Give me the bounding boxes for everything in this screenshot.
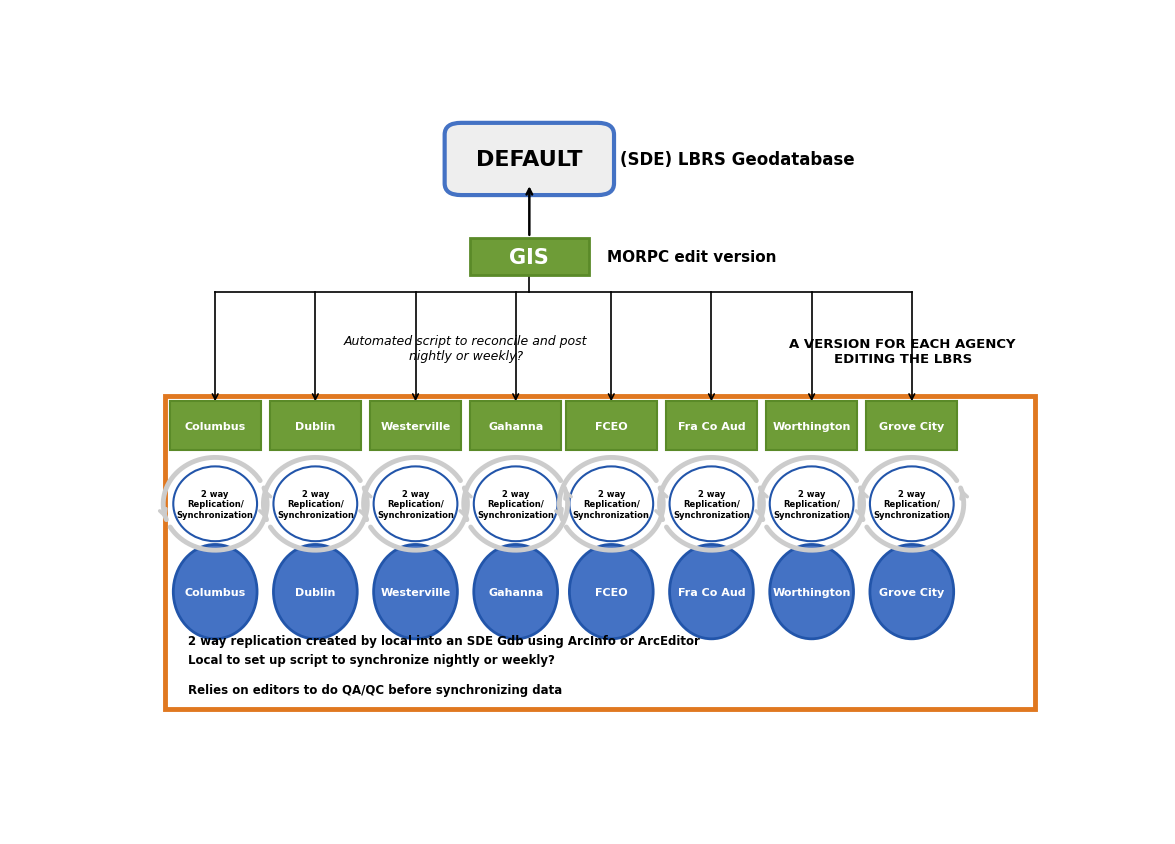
Ellipse shape <box>570 545 653 639</box>
FancyBboxPatch shape <box>444 124 615 196</box>
Text: Columbus: Columbus <box>184 587 246 597</box>
Text: Relies on editors to do QA/QC before synchronizing data: Relies on editors to do QA/QC before syn… <box>188 683 562 696</box>
Text: 2 way
Replication/
Synchronization: 2 way Replication/ Synchronization <box>477 490 555 519</box>
Text: Columbus: Columbus <box>184 421 246 431</box>
Text: DEFAULT: DEFAULT <box>476 149 583 170</box>
Text: Westerville: Westerville <box>381 421 451 431</box>
FancyBboxPatch shape <box>169 402 261 451</box>
Ellipse shape <box>374 467 457 542</box>
Text: FCEO: FCEO <box>595 421 627 431</box>
Text: 2 way
Replication/
Synchronization: 2 way Replication/ Synchronization <box>573 490 650 519</box>
Text: 2 way
Replication/
Synchronization: 2 way Replication/ Synchronization <box>873 490 951 519</box>
Ellipse shape <box>274 467 357 542</box>
Text: Worthington: Worthington <box>772 587 851 597</box>
FancyBboxPatch shape <box>270 402 361 451</box>
Text: Grove City: Grove City <box>879 421 945 431</box>
Ellipse shape <box>770 467 853 542</box>
Text: Gahanna: Gahanna <box>488 587 543 597</box>
Text: Fra Co Aud: Fra Co Aud <box>678 587 745 597</box>
Text: GIS: GIS <box>510 247 549 268</box>
Ellipse shape <box>173 467 257 542</box>
Text: 2 way replication created by local into an SDE Gdb using ArcInfo or ArcEditor
Lo: 2 way replication created by local into … <box>188 635 700 667</box>
FancyBboxPatch shape <box>666 402 757 451</box>
FancyBboxPatch shape <box>866 402 958 451</box>
Text: 2 way
Replication/
Synchronization: 2 way Replication/ Synchronization <box>176 490 254 519</box>
Ellipse shape <box>670 467 753 542</box>
Text: Westerville: Westerville <box>381 587 451 597</box>
FancyBboxPatch shape <box>566 402 657 451</box>
Ellipse shape <box>770 545 853 639</box>
Text: Gahanna: Gahanna <box>488 421 543 431</box>
Text: Automated script to reconcile and post
nightly or weekly?: Automated script to reconcile and post n… <box>344 334 588 362</box>
Text: MORPC edit version: MORPC edit version <box>606 250 777 265</box>
Text: Dublin: Dublin <box>295 421 336 431</box>
Ellipse shape <box>474 545 558 639</box>
Text: FCEO: FCEO <box>595 587 627 597</box>
Ellipse shape <box>474 467 558 542</box>
Text: (SDE) LBRS Geodatabase: (SDE) LBRS Geodatabase <box>620 151 855 169</box>
Text: 2 way
Replication/
Synchronization: 2 way Replication/ Synchronization <box>673 490 750 519</box>
Text: Grove City: Grove City <box>879 587 945 597</box>
FancyBboxPatch shape <box>470 402 562 451</box>
Text: Worthington: Worthington <box>772 421 851 431</box>
Ellipse shape <box>570 467 653 542</box>
Text: Dublin: Dublin <box>295 587 336 597</box>
Text: 2 way
Replication/
Synchronization: 2 way Replication/ Synchronization <box>277 490 354 519</box>
Ellipse shape <box>374 545 457 639</box>
Text: Fra Co Aud: Fra Co Aud <box>678 421 745 431</box>
Ellipse shape <box>670 545 753 639</box>
Text: 2 way
Replication/
Synchronization: 2 way Replication/ Synchronization <box>773 490 850 519</box>
FancyBboxPatch shape <box>766 402 857 451</box>
Ellipse shape <box>870 545 954 639</box>
Text: 2 way
Replication/
Synchronization: 2 way Replication/ Synchronization <box>377 490 454 519</box>
Ellipse shape <box>870 467 954 542</box>
Ellipse shape <box>173 545 257 639</box>
Text: A VERSION FOR EACH AGENCY
EDITING THE LBRS: A VERSION FOR EACH AGENCY EDITING THE LB… <box>790 338 1016 365</box>
FancyBboxPatch shape <box>370 402 461 451</box>
Ellipse shape <box>274 545 357 639</box>
FancyBboxPatch shape <box>470 238 589 276</box>
